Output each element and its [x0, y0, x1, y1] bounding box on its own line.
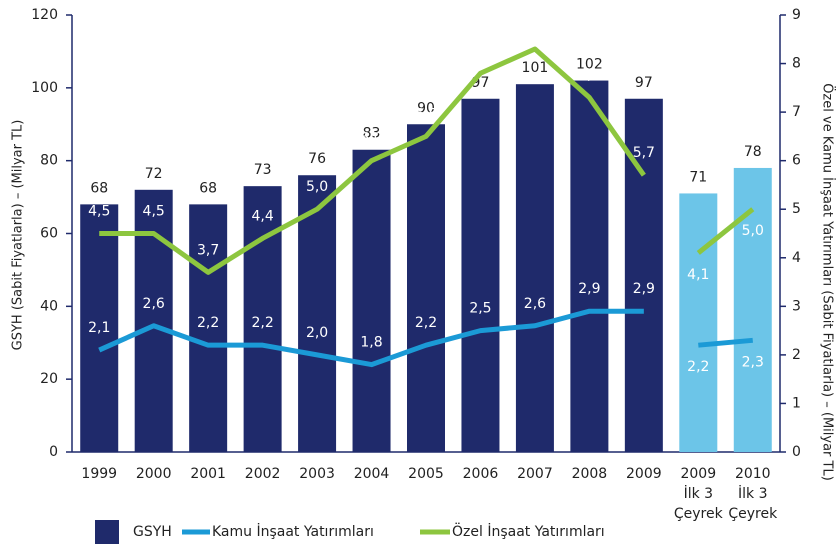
- bar: [570, 80, 609, 453]
- x-tick-label: 2008: [572, 466, 608, 482]
- line-value-label: 2,2: [415, 315, 437, 331]
- bar-value-label: 83: [363, 126, 381, 142]
- x-tick-label: Çeyrek: [728, 506, 778, 522]
- line-value-label: 2,1: [88, 320, 110, 336]
- x-tick-label: 2010: [735, 466, 771, 482]
- line-value-label: 2,2: [687, 359, 709, 375]
- x-tick-label: İlk 3: [684, 484, 713, 502]
- line-value-label: 2,5: [469, 301, 491, 317]
- y2-tick-label: 2: [792, 347, 801, 363]
- line-value-label: 2,0: [306, 325, 328, 341]
- bar: [352, 149, 391, 452]
- line-value-label: 6,5: [415, 106, 437, 122]
- x-tick-label: 2009: [626, 466, 662, 482]
- x-tick-label: Çeyrek: [674, 506, 724, 522]
- x-tick-label: 2003: [299, 466, 335, 482]
- bar: [80, 204, 119, 452]
- y-axis-title: GSYH (Sabit Fiyatlarla) – (Milyar TL): [11, 120, 26, 351]
- bar: [515, 84, 554, 453]
- y-tick-label: 0: [49, 444, 58, 460]
- x-tick-label: 2000: [136, 466, 172, 482]
- legend-swatch: [95, 520, 119, 544]
- bar-value-label: 68: [199, 180, 217, 196]
- line-value-label: 6,0: [360, 131, 382, 147]
- x-tick-label: 2009: [680, 466, 716, 482]
- line-value-label: 5,0: [742, 223, 764, 239]
- y-tick-label: 40: [40, 298, 58, 314]
- y2-tick-label: 4: [792, 250, 801, 266]
- legend-label: Kamu İnşaat Yatırımları: [212, 522, 374, 540]
- x-tick-label: 2001: [190, 466, 226, 482]
- bar: [134, 189, 173, 453]
- y-tick-label: 120: [31, 7, 58, 23]
- line-value-label: 2,9: [633, 281, 655, 297]
- x-tick-label: 2006: [463, 466, 499, 482]
- bar: [461, 98, 500, 452]
- x-tick-label: 2002: [245, 466, 281, 482]
- bar-value-label: 71: [689, 169, 707, 185]
- line-value-label: 4,4: [251, 208, 273, 224]
- line-value-label: 2,2: [251, 315, 273, 331]
- line-series: [698, 337, 753, 348]
- line-value-label: 2,3: [742, 354, 764, 370]
- line-value-label: 2,9: [578, 281, 600, 297]
- y2-tick-label: 7: [792, 104, 801, 120]
- line-value-label: 5,7: [633, 145, 655, 161]
- y2-tick-label: 9: [792, 7, 801, 23]
- bar: [298, 175, 337, 452]
- y-tick-label: 60: [40, 226, 58, 242]
- bar-value-label: 68: [90, 180, 108, 196]
- line-value-label: 4,5: [143, 204, 165, 220]
- x-tick-label: 2005: [408, 466, 444, 482]
- line-value-label: 2,2: [197, 315, 219, 331]
- line-series: [696, 207, 755, 255]
- bar-value-label: 73: [254, 162, 272, 178]
- line-value-label: 8,3: [524, 19, 546, 35]
- line-series: [98, 308, 644, 368]
- line-value-label: 5,0: [306, 179, 328, 195]
- bar: [189, 204, 228, 452]
- legend-label: Özel İnşaat Yatırımları: [452, 522, 605, 540]
- bar-value-label: 72: [145, 166, 163, 182]
- line-value-label: 7,3: [578, 68, 600, 84]
- bar-value-label: 76: [308, 151, 326, 167]
- y2-tick-label: 6: [792, 153, 801, 169]
- y2-tick-label: 3: [792, 298, 801, 314]
- y2-tick-label: 0: [792, 444, 801, 460]
- y2-tick-label: 5: [792, 201, 801, 217]
- legend-label: GSYH: [133, 524, 172, 540]
- bar: [679, 193, 718, 453]
- x-tick-label: 1999: [81, 466, 117, 482]
- line-value-label: 2,6: [143, 296, 165, 312]
- y-tick-label: 80: [40, 153, 58, 169]
- bar-value-label: 101: [522, 60, 549, 76]
- bar: [733, 167, 772, 452]
- line-value-label: 3,7: [197, 242, 219, 258]
- y-tick-label: 100: [31, 80, 58, 96]
- x-tick-label: İlk 3: [738, 484, 767, 502]
- y2-tick-label: 8: [792, 56, 801, 72]
- line-value-label: 4,5: [88, 204, 110, 220]
- bar-value-label: 97: [635, 75, 653, 91]
- y-tick-label: 20: [40, 371, 58, 387]
- bar-value-label: 78: [744, 144, 762, 160]
- bar-value-label: 90: [417, 100, 435, 116]
- line-value-label: 2,6: [524, 296, 546, 312]
- x-tick-label: 2007: [517, 466, 553, 482]
- line-value-label: 1,8: [360, 335, 382, 351]
- bar: [407, 124, 445, 452]
- line-value-label: 7,8: [469, 43, 491, 59]
- line-series: [99, 46, 646, 275]
- x-tick-label: 2004: [354, 466, 390, 482]
- bar-value-label: 102: [576, 57, 603, 73]
- y2-tick-label: 1: [792, 395, 801, 411]
- y2-axis-title: Özel ve Kamu İnşaat Yatırımları (Sabit F…: [820, 83, 837, 481]
- line-value-label: 4,1: [687, 267, 709, 283]
